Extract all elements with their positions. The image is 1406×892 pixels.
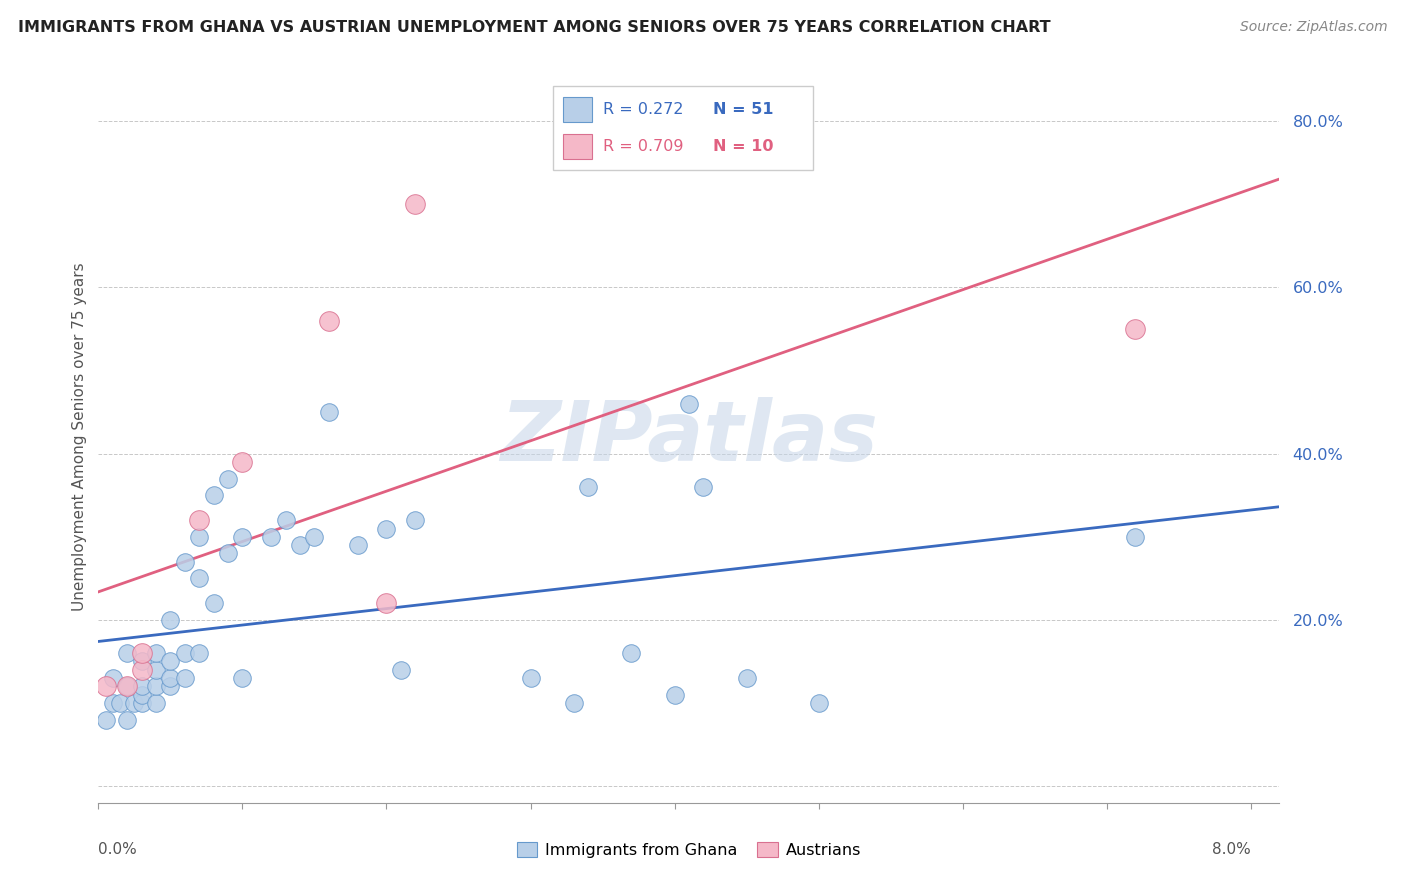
Point <box>173 555 195 569</box>
Text: IMMIGRANTS FROM GHANA VS AUSTRIAN UNEMPLOYMENT AMONG SENIORS OVER 75 YEARS CORRE: IMMIGRANTS FROM GHANA VS AUSTRIAN UNEMPL… <box>18 20 1050 35</box>
Text: R = 0.709: R = 0.709 <box>603 139 683 154</box>
Point <box>115 713 138 727</box>
Point <box>231 530 253 544</box>
Point <box>346 538 368 552</box>
Point <box>159 671 181 685</box>
Point <box>318 405 340 419</box>
Point <box>159 613 181 627</box>
Point <box>1125 530 1147 544</box>
Point <box>217 472 239 486</box>
Point <box>807 696 830 710</box>
Point <box>159 680 181 694</box>
Point <box>274 513 297 527</box>
Point <box>664 688 686 702</box>
Point <box>101 696 124 710</box>
Point <box>404 197 426 211</box>
Point <box>188 646 211 660</box>
Point <box>131 680 153 694</box>
Point <box>562 696 585 710</box>
Point <box>304 530 326 544</box>
Point <box>217 546 239 560</box>
Point <box>404 513 426 527</box>
Point <box>131 663 153 677</box>
Point <box>131 688 153 702</box>
Point <box>576 480 599 494</box>
Text: N = 51: N = 51 <box>713 102 773 117</box>
Point <box>124 696 146 710</box>
Text: R = 0.272: R = 0.272 <box>603 102 683 117</box>
Text: 8.0%: 8.0% <box>1212 842 1251 856</box>
Point <box>202 488 225 502</box>
Point <box>145 646 167 660</box>
Point <box>101 671 124 685</box>
Point <box>173 646 195 660</box>
Point <box>678 397 700 411</box>
Point <box>519 671 541 685</box>
Point <box>145 663 167 677</box>
Point <box>231 671 253 685</box>
Text: ZIPatlas: ZIPatlas <box>501 397 877 477</box>
Point <box>735 671 758 685</box>
Point <box>94 713 117 727</box>
Point <box>159 655 181 669</box>
Point <box>288 538 311 552</box>
FancyBboxPatch shape <box>562 97 592 122</box>
Point <box>620 646 643 660</box>
Point <box>1125 322 1147 336</box>
Point <box>131 655 153 669</box>
Point <box>94 680 117 694</box>
Point <box>108 696 131 710</box>
Y-axis label: Unemployment Among Seniors over 75 years: Unemployment Among Seniors over 75 years <box>72 263 87 611</box>
Point <box>115 680 138 694</box>
Point <box>375 521 398 535</box>
FancyBboxPatch shape <box>553 86 813 170</box>
Point <box>692 480 714 494</box>
Point <box>260 530 283 544</box>
Point <box>188 513 211 527</box>
Text: 0.0%: 0.0% <box>98 842 138 856</box>
Point <box>231 455 253 469</box>
Point <box>318 314 340 328</box>
Point <box>202 596 225 610</box>
Point <box>145 680 167 694</box>
Point <box>131 646 153 660</box>
Point <box>375 596 398 610</box>
Point <box>115 680 138 694</box>
Point <box>389 663 412 677</box>
Point <box>115 646 138 660</box>
FancyBboxPatch shape <box>562 134 592 159</box>
Legend: Immigrants from Ghana, Austrians: Immigrants from Ghana, Austrians <box>510 836 868 864</box>
Point <box>188 530 211 544</box>
Point <box>131 696 153 710</box>
Point <box>173 671 195 685</box>
Text: N = 10: N = 10 <box>713 139 773 154</box>
Text: Source: ZipAtlas.com: Source: ZipAtlas.com <box>1240 20 1388 34</box>
Point <box>188 571 211 585</box>
Point <box>145 696 167 710</box>
